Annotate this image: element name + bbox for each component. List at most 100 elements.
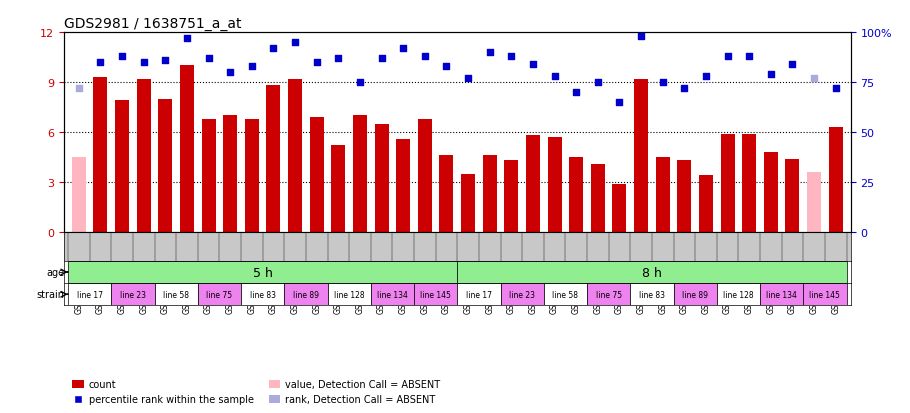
- Bar: [396, 140, 410, 233]
- Text: line 134: line 134: [766, 290, 797, 299]
- Point: [612, 100, 627, 106]
- Text: line 83: line 83: [639, 290, 665, 299]
- Bar: [721, 134, 734, 233]
- Bar: [115, 101, 129, 233]
- Bar: [699, 176, 713, 233]
- Bar: [673, 283, 717, 306]
- Bar: [155, 283, 197, 306]
- Point: [115, 54, 129, 60]
- Bar: [548, 138, 561, 233]
- Bar: [743, 134, 756, 233]
- Bar: [267, 86, 280, 233]
- Bar: [482, 156, 497, 233]
- Text: line 128: line 128: [334, 290, 365, 299]
- Bar: [631, 283, 673, 306]
- Point: [655, 80, 670, 86]
- Bar: [331, 146, 346, 233]
- Bar: [370, 283, 414, 306]
- Bar: [569, 158, 583, 233]
- Text: line 17: line 17: [466, 290, 492, 299]
- Text: line 89: line 89: [682, 290, 708, 299]
- Point: [158, 58, 173, 64]
- Point: [93, 59, 107, 66]
- Point: [418, 54, 432, 60]
- Bar: [591, 164, 605, 233]
- Bar: [785, 159, 800, 233]
- Text: 5 h: 5 h: [253, 266, 273, 279]
- Bar: [288, 80, 302, 233]
- Bar: [180, 66, 194, 233]
- Bar: [68, 283, 111, 306]
- Bar: [158, 100, 172, 233]
- Point: [374, 56, 389, 62]
- Text: line 83: line 83: [249, 290, 276, 299]
- Bar: [440, 156, 453, 233]
- Point: [331, 56, 346, 62]
- Point: [482, 50, 497, 56]
- Text: 8 h: 8 h: [642, 266, 662, 279]
- Bar: [94, 78, 107, 233]
- Point: [245, 64, 259, 70]
- Bar: [72, 158, 86, 233]
- Bar: [634, 80, 648, 233]
- Bar: [457, 261, 846, 283]
- Point: [179, 36, 194, 42]
- Point: [547, 74, 561, 80]
- Bar: [197, 283, 241, 306]
- Text: line 58: line 58: [552, 290, 579, 299]
- Text: line 145: line 145: [420, 290, 451, 299]
- Bar: [807, 173, 821, 233]
- Point: [633, 34, 648, 40]
- Bar: [241, 283, 284, 306]
- Bar: [245, 119, 258, 233]
- Point: [460, 76, 475, 82]
- Point: [288, 40, 302, 46]
- Text: age: age: [46, 267, 64, 278]
- Text: line 75: line 75: [595, 290, 622, 299]
- Point: [223, 70, 238, 76]
- Text: line 23: line 23: [510, 290, 535, 299]
- Text: strain: strain: [36, 290, 64, 299]
- Point: [699, 74, 713, 80]
- Legend: count, percentile rank within the sample, value, Detection Call = ABSENT, rank, : count, percentile rank within the sample…: [68, 375, 444, 408]
- Text: line 128: line 128: [723, 290, 753, 299]
- Bar: [677, 161, 692, 233]
- Bar: [612, 184, 626, 233]
- Bar: [136, 80, 151, 233]
- Bar: [804, 283, 846, 306]
- Point: [742, 54, 756, 60]
- Bar: [656, 158, 670, 233]
- Bar: [353, 116, 367, 233]
- Bar: [544, 283, 587, 306]
- Point: [440, 64, 454, 70]
- Point: [72, 85, 86, 92]
- Bar: [587, 283, 631, 306]
- Bar: [309, 118, 324, 233]
- Bar: [763, 153, 778, 233]
- Bar: [375, 124, 389, 233]
- Point: [785, 62, 800, 68]
- Text: line 75: line 75: [207, 290, 232, 299]
- Point: [763, 71, 778, 78]
- Bar: [418, 119, 432, 233]
- Point: [201, 56, 216, 62]
- Point: [721, 54, 735, 60]
- Bar: [717, 283, 760, 306]
- Text: GDS2981 / 1638751_a_at: GDS2981 / 1638751_a_at: [64, 17, 241, 31]
- Point: [353, 80, 368, 86]
- Text: line 58: line 58: [163, 290, 189, 299]
- Point: [504, 54, 519, 60]
- Point: [569, 90, 583, 96]
- Bar: [201, 119, 216, 233]
- Bar: [760, 283, 804, 306]
- Text: line 17: line 17: [76, 290, 103, 299]
- Bar: [68, 261, 457, 283]
- Bar: [414, 283, 457, 306]
- Bar: [829, 128, 843, 233]
- Bar: [284, 283, 328, 306]
- Bar: [457, 283, 500, 306]
- Bar: [223, 116, 238, 233]
- Point: [828, 85, 843, 92]
- Bar: [328, 283, 370, 306]
- Text: line 145: line 145: [810, 290, 840, 299]
